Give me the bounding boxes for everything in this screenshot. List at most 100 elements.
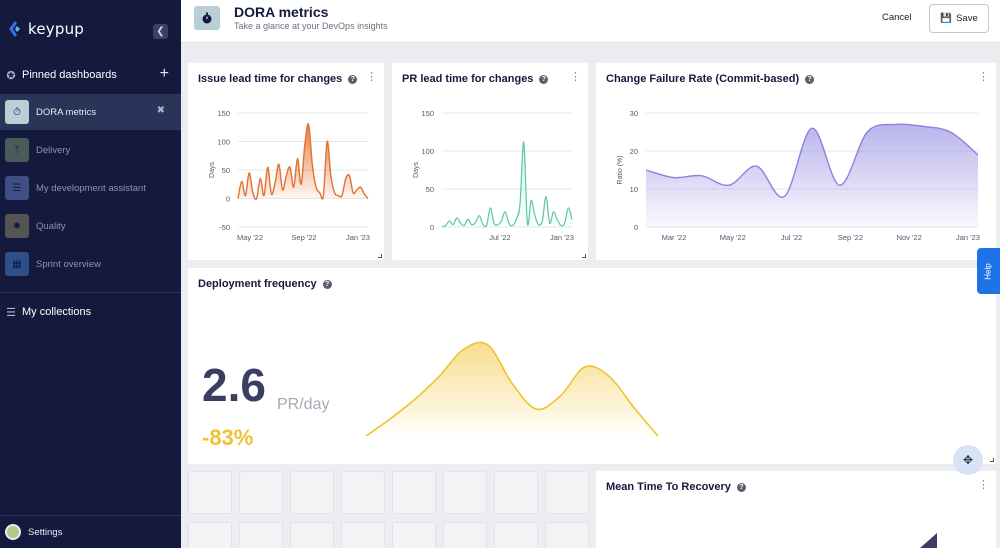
pr-lead-time-chart: 150 100 50 0 Days Jul '22 Jan '23 <box>413 109 574 242</box>
y-tick-label: 150 <box>421 109 434 118</box>
help-tab[interactable]: Help <box>977 248 1000 294</box>
page-header: DORA metrics Take a glance at your DevOp… <box>181 0 1000 43</box>
mttr-area-fragment <box>920 533 937 548</box>
deployment-frequency-unit: PR/day <box>277 396 330 413</box>
deployment-frequency-chart <box>365 341 659 437</box>
placeholder-tile <box>392 522 436 548</box>
placeholder-tile <box>188 471 232 514</box>
my-collections-label: My collections <box>22 306 92 318</box>
series-area <box>646 124 978 227</box>
card-title-text: Change Failure Rate (Commit-based) <box>606 73 800 85</box>
resize-handle[interactable] <box>378 254 382 258</box>
placeholder-tile <box>494 522 538 548</box>
help-icon[interactable]: ? <box>805 74 815 84</box>
cancel-button[interactable]: Cancel <box>882 12 912 23</box>
more-options-icon[interactable]: ⋮ <box>366 71 377 83</box>
sidebar-item-label: My development assistant <box>36 182 146 194</box>
series-line <box>237 123 369 200</box>
y-tick-label: 50 <box>426 185 434 194</box>
placeholder-tile <box>290 522 334 548</box>
more-options-icon[interactable]: ⋮ <box>570 71 581 83</box>
resize-handle[interactable] <box>990 458 994 462</box>
y-tick-label: 100 <box>421 147 434 156</box>
bug-icon: ✸ <box>5 214 29 238</box>
divider <box>0 292 181 293</box>
placeholder-tile <box>545 471 589 514</box>
series-line <box>365 341 659 437</box>
sidebar-item-label: DORA metrics <box>36 106 97 118</box>
deployment-frequency-change: -83% <box>202 425 254 450</box>
placeholder-tile <box>545 522 589 548</box>
resize-handle[interactable] <box>582 254 586 258</box>
app-name: keypup <box>28 20 85 38</box>
y-tick-label: 0 <box>430 223 434 232</box>
x-tick-label: Sep '22 <box>291 233 316 242</box>
card-title: Change Failure Rate (Commit-based) ? <box>606 73 815 85</box>
placeholder-tile <box>494 471 538 514</box>
help-icon[interactable]: ? <box>539 74 549 84</box>
my-collections-header[interactable]: ☰ My collections <box>0 299 181 325</box>
unpin-icon[interactable]: ✖ <box>156 105 165 116</box>
branch-icon: ᛉ <box>5 138 29 162</box>
card-title: Issue lead time for changes ? <box>198 73 358 85</box>
change-failure-rate-chart: 30 20 10 0 Ratio (%) Mar '22 May '22 Jul '22 Sep… <box>617 109 980 242</box>
card-title-text: Issue lead time for changes <box>198 73 343 85</box>
card-title-text: PR lead time for changes <box>402 73 534 85</box>
sidebar-item-quality[interactable]: ✸ Quality <box>0 208 181 244</box>
more-options-icon[interactable]: ⋮ <box>978 479 989 491</box>
more-options-icon[interactable]: ⋮ <box>978 71 989 83</box>
move-icon[interactable]: ✥ <box>953 445 983 475</box>
card-title-text: Mean Time To Recovery <box>606 481 731 493</box>
x-tick-label: Jan '23 <box>346 233 370 242</box>
sidebar-item-my-development-assistant[interactable]: ☰ My development assistant <box>0 170 181 206</box>
x-tick-label: Jul '22 <box>489 233 510 242</box>
y-axis-label: Ratio (%) <box>617 155 624 184</box>
deployment-frequency-value: 2.6 <box>202 359 266 411</box>
x-tick-label: Jul '22 <box>781 233 802 242</box>
add-dashboard-button[interactable]: + <box>159 65 169 82</box>
placeholder-tile <box>188 522 232 548</box>
pin-icon: ✪ <box>6 69 16 82</box>
x-tick-label: Jan '23 <box>550 233 574 242</box>
series-area <box>366 342 658 436</box>
placeholder-tile <box>341 522 385 548</box>
placeholder-tile <box>239 471 283 514</box>
sidebar-item-dora-metrics[interactable]: ⏱ DORA metrics ✖ <box>0 94 181 130</box>
y-axis-label: Days <box>413 162 420 178</box>
y-tick-label: 50 <box>222 166 230 175</box>
change-failure-rate-card: Change Failure Rate (Commit-based) ? ⋮ 3… <box>596 63 996 260</box>
save-button[interactable]: 💾 Save <box>929 4 989 33</box>
dashboard-icon <box>194 6 220 30</box>
sidebar-item-label: Quality <box>36 220 66 232</box>
issue-lead-time-chart: 150 100 50 0 -50 Days May '22 Sep '22 Jan '23 <box>209 109 370 242</box>
help-icon[interactable]: ? <box>348 74 358 84</box>
x-tick-label: Nov '22 <box>897 233 922 242</box>
y-tick-label: 10 <box>630 185 638 194</box>
sidebar-item-label: Delivery <box>36 144 71 156</box>
sidebar-item-delivery[interactable]: ᛉ Delivery <box>0 132 181 168</box>
settings-link[interactable]: Settings <box>0 515 181 548</box>
card-title: Deployment frequency ? <box>198 278 332 290</box>
save-icon: 💾 <box>940 13 953 24</box>
y-tick-label: 20 <box>630 147 638 156</box>
sidebar-item-sprint-overview[interactable]: ▦ Sprint overview <box>0 246 181 282</box>
calendar-icon: ▦ <box>5 252 29 276</box>
list-icon: ☰ <box>5 176 29 200</box>
y-axis-label: Days <box>209 162 216 178</box>
logo[interactable]: keypup <box>6 20 84 38</box>
sidebar-item-label: Sprint overview <box>36 258 101 270</box>
mean-time-to-recovery-card: Mean Time To Recovery ? ⋮ <box>596 471 996 548</box>
issue-lead-time-card: Issue lead time for changes ? ⋮ 150 100 50… <box>188 63 384 260</box>
mttr-chart <box>920 533 937 548</box>
page-subtitle: Take a glance at your DevOps insights <box>234 21 388 31</box>
series-line <box>441 141 573 228</box>
x-tick-label: Mar '22 <box>662 233 687 242</box>
x-tick-label: Jan '23 <box>956 233 980 242</box>
help-icon[interactable]: ? <box>736 482 746 492</box>
placeholder-tile <box>443 471 487 514</box>
help-icon[interactable]: ? <box>322 279 332 289</box>
pinned-dashboards-header: ✪ Pinned dashboards + <box>0 62 181 88</box>
collapse-sidebar-button[interactable]: ❮ <box>153 24 168 39</box>
y-tick-label: 150 <box>217 109 230 118</box>
avatar <box>5 524 21 540</box>
